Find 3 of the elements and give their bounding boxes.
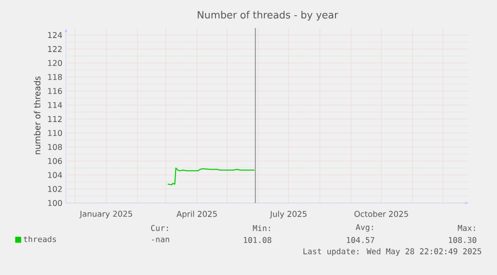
line-series bbox=[167, 168, 255, 186]
chart-title: Number of threads - by year bbox=[198, 10, 338, 21]
y-axis-title: number of threads bbox=[34, 76, 40, 154]
